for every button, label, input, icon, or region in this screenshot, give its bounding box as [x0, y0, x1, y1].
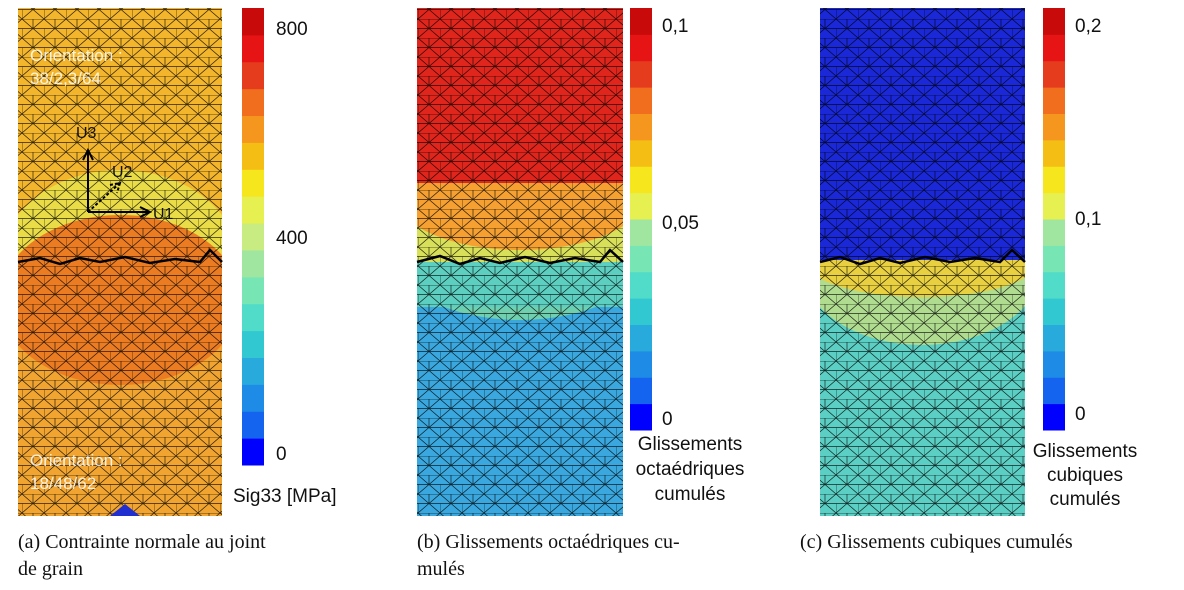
colorbar-band	[242, 276, 264, 305]
colorbar-band	[242, 357, 264, 385]
axis-label: U2	[112, 164, 133, 181]
colorbar-band	[1043, 324, 1065, 352]
colorbar-band	[1043, 245, 1065, 273]
colorbar-band	[1043, 192, 1065, 220]
colorbar-band	[1043, 377, 1065, 405]
colorbar-label: Glissements	[638, 434, 743, 455]
colorbar-band	[242, 34, 264, 63]
caption: (b) Glissements octaédriques cu-	[417, 531, 680, 553]
colorbar-band	[630, 87, 652, 114]
axes-triad	[82, 147, 153, 218]
colorbar-band	[242, 196, 264, 224]
colorbar-band	[242, 169, 264, 197]
colorbar-band	[242, 411, 264, 439]
colorbar-band	[242, 142, 264, 170]
colorbar-label: cumulés	[1050, 489, 1121, 510]
annotation: Orientation :	[30, 46, 123, 65]
colorbar-band	[1043, 350, 1065, 378]
colorbar-band	[630, 271, 652, 299]
mesh-c	[820, 8, 1025, 516]
colorbar-band	[630, 192, 652, 220]
colorbar-tick-label: 0,1	[662, 16, 688, 37]
colorbar-label: cumulés	[655, 484, 726, 505]
colorbar-band	[630, 139, 652, 167]
annotation: 38/2,3/64	[30, 69, 101, 88]
colorbar-band	[630, 298, 652, 325]
colorbar-band	[1043, 271, 1065, 299]
colorbar-band	[242, 8, 264, 36]
colorbar-band	[242, 223, 264, 251]
colorbar-band	[630, 166, 652, 194]
colorbar-tick-label: 400	[276, 228, 308, 249]
colorbar-tick-label: 0	[1075, 404, 1086, 425]
colorbar-band	[1043, 219, 1065, 246]
colorbar-band	[630, 219, 652, 246]
caption: de grain	[18, 558, 83, 580]
axis-label: U3	[76, 125, 97, 142]
colorbar-label: Glissements	[1033, 441, 1138, 462]
colorbar-band	[630, 60, 652, 88]
colorbar-band	[1043, 403, 1065, 431]
caption: mulés	[417, 558, 465, 580]
colorbar-tick-label: 0	[276, 444, 287, 465]
colorbar-band	[1043, 8, 1065, 35]
colorbar-label: octaédriques	[636, 459, 745, 480]
colorbar-tick-label: 800	[276, 19, 308, 40]
colorbar-band	[242, 88, 264, 117]
colorbar-band	[1043, 113, 1065, 141]
colorbar-band	[242, 330, 264, 358]
colorbar-band	[630, 245, 652, 273]
colorbar-band	[1043, 87, 1065, 114]
colorbar-band	[242, 384, 264, 412]
annotation: 18/48/62	[30, 474, 96, 493]
colorbar-band	[1043, 166, 1065, 194]
grain-boundary	[819, 248, 1026, 266]
colorbar-band	[242, 249, 264, 278]
colorbar-band	[242, 61, 264, 90]
colorbar-band	[630, 350, 652, 378]
caption: (c) Glissements cubiques cumulés	[800, 531, 1073, 553]
colorbar-band	[630, 324, 652, 352]
colorbar-band	[1043, 298, 1065, 325]
colorbar-label: cubiques	[1047, 465, 1123, 486]
grain-boundary	[416, 248, 624, 266]
colorbar-tick-label: 0,05	[662, 213, 699, 234]
colorbar-band	[1043, 60, 1065, 88]
colorbar-band	[630, 377, 652, 405]
colorbar-tick-label: 0,1	[1075, 209, 1101, 230]
colorbar-band	[1043, 34, 1065, 62]
mesh-b	[417, 8, 623, 516]
colorbar-band	[1043, 139, 1065, 167]
colorbar-band	[242, 438, 264, 466]
colorbar-band	[242, 303, 264, 332]
colorbar-band	[630, 113, 652, 141]
colorbar-band	[630, 403, 652, 431]
annotation: Orientation :	[30, 451, 123, 470]
grain-boundary	[17, 248, 223, 266]
colorbar-band	[242, 115, 264, 143]
caption: (a) Contrainte normale au joint	[18, 531, 266, 553]
axis-label: U1	[153, 206, 174, 223]
colorbar-tick-label: 0	[662, 409, 673, 430]
colorbar-band	[630, 34, 652, 62]
colorbar-tick-label: 0,2	[1075, 16, 1101, 37]
colorbar-label: Sig33 [MPa]	[233, 486, 337, 507]
colorbar-band	[630, 8, 652, 35]
